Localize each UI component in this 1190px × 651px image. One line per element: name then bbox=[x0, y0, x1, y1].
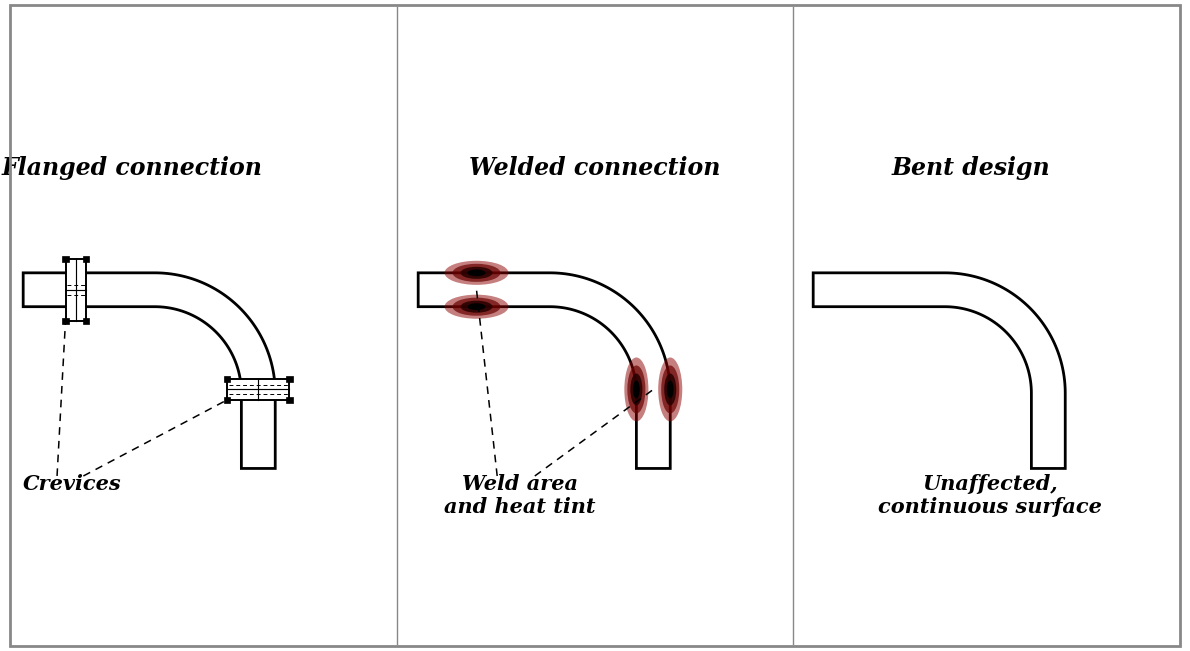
Bar bbox=[286, 376, 293, 382]
Text: Flanged connection: Flanged connection bbox=[2, 156, 263, 180]
Text: Crevices: Crevices bbox=[23, 474, 121, 494]
Ellipse shape bbox=[666, 380, 674, 398]
Bar bbox=[224, 376, 231, 382]
Ellipse shape bbox=[633, 380, 640, 398]
Ellipse shape bbox=[461, 301, 493, 312]
Ellipse shape bbox=[658, 357, 682, 421]
Ellipse shape bbox=[445, 295, 508, 319]
Bar bbox=[62, 318, 69, 324]
Text: Bent design: Bent design bbox=[891, 156, 1051, 180]
Polygon shape bbox=[23, 273, 275, 469]
Ellipse shape bbox=[625, 357, 649, 421]
Bar bbox=[227, 379, 289, 400]
Bar bbox=[286, 396, 293, 403]
Text: Weld area
and heat tint: Weld area and heat tint bbox=[444, 474, 595, 518]
Ellipse shape bbox=[468, 270, 486, 276]
Ellipse shape bbox=[468, 303, 486, 310]
Polygon shape bbox=[813, 273, 1065, 469]
Ellipse shape bbox=[461, 267, 493, 279]
Ellipse shape bbox=[452, 264, 501, 282]
Bar bbox=[62, 256, 69, 262]
Ellipse shape bbox=[452, 298, 501, 316]
Polygon shape bbox=[418, 273, 670, 469]
Bar bbox=[65, 258, 86, 321]
Ellipse shape bbox=[627, 365, 645, 413]
Text: Welded connection: Welded connection bbox=[469, 156, 721, 180]
Bar bbox=[224, 396, 231, 403]
Text: Unaffected,
continuous surface: Unaffected, continuous surface bbox=[878, 474, 1102, 518]
Bar bbox=[83, 256, 89, 262]
Ellipse shape bbox=[631, 374, 643, 406]
Bar bbox=[83, 318, 89, 324]
Ellipse shape bbox=[445, 261, 508, 285]
Ellipse shape bbox=[662, 365, 679, 413]
Ellipse shape bbox=[664, 374, 676, 406]
